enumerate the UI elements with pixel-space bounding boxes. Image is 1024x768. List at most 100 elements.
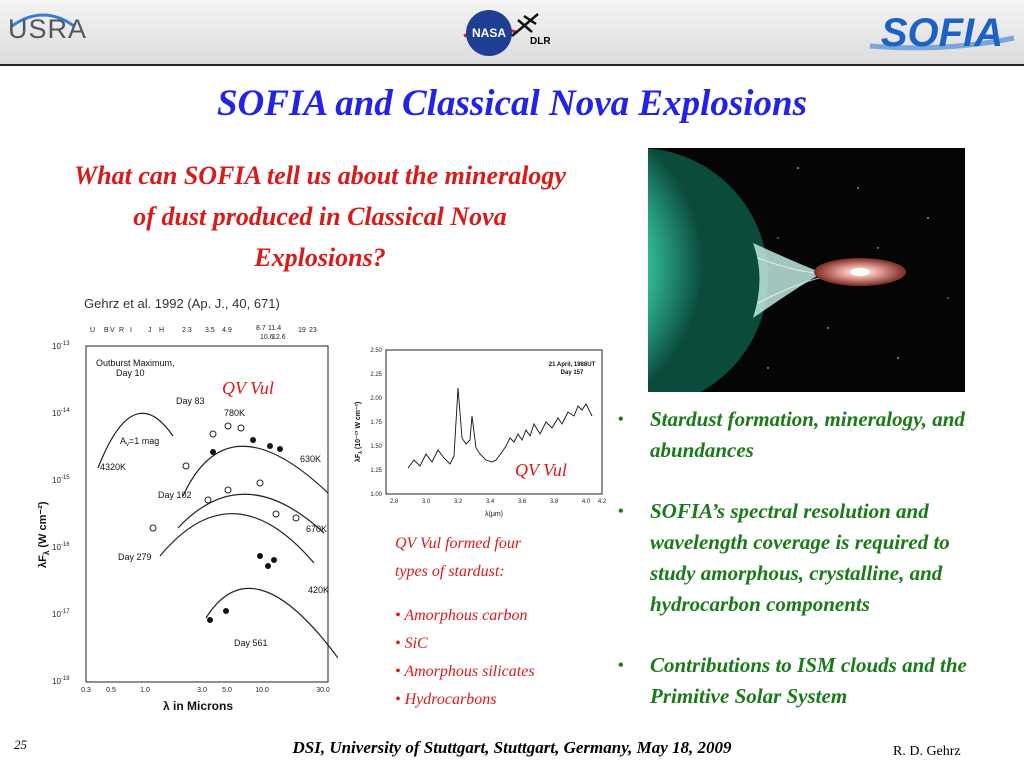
y-tick-label: 10-13 [52,341,70,351]
data-point [237,424,245,432]
y-tick-label: 2.50 [370,348,382,354]
footer-text: DSI, University of Stuttgart, Stuttgart,… [292,738,732,757]
data-point [204,496,212,504]
sed-curve-day102 [177,493,325,534]
bullet-item: • Stardust formation, mineralogy, and ab… [618,404,998,466]
x-tick-label: 4.0 [582,499,591,505]
stardust-intro-line2: types of stardust: [395,563,505,580]
question-text: What can SOFIA tell us about the mineral… [74,161,566,272]
x-tick-label: 4.2 [598,499,607,505]
y-tick-label: 10-18 [52,676,70,686]
bullet-text: Contributions to ISM clouds and the Prim… [650,653,967,708]
x-tick-label: 3.6 [518,499,527,505]
filter-label: 3.5 [205,327,215,334]
bullet-item: • SOFIA’s spectral resolution and wavele… [618,496,998,620]
data-point [210,449,216,455]
label-day102: Day 102 [158,490,192,500]
filter-label: R [119,327,124,334]
y-tick-label: 2.00 [370,396,382,402]
label-day83: Day 83 [176,396,205,406]
data-point [209,430,217,438]
bullet-dot-icon: • [618,503,624,520]
list-bullet: • [395,635,401,652]
filter-label: 23 [309,327,317,334]
stardust-type-item: • Hydrocarbons [395,691,497,708]
y-tick-label: 1.25 [370,468,382,474]
y-tick-label: 1.50 [370,444,382,450]
sed-curve-day561 [205,587,338,659]
data-point [257,553,263,559]
filter-label: 12.6 [272,334,286,341]
filter-label: 8.7 [256,325,266,332]
bullet-text: Stardust formation, mineralogy, and abun… [650,407,965,462]
y-axis-label: λFλ (10⁻¹³ W cm⁻²) [354,402,364,462]
filter-label: 4.9 [222,327,232,334]
y-tick-label: 2.25 [370,372,382,378]
data-point [250,437,256,443]
bullet-dot-icon: • [618,411,624,428]
usra-arc-icon [11,13,75,28]
x-tick-label: 3.0 [197,687,207,694]
stardust-type-item: • Amorphous carbon [395,607,528,624]
sed-curve-day83 [182,445,329,497]
spectrum-day: Day 157 [561,370,584,376]
spectrum-plot-frame [385,349,603,495]
y-tick-label: 1.75 [370,420,382,426]
label-outburst-day: Day 10 [116,368,145,378]
spectrum-date: 21 April, 1988UT [549,362,596,368]
data-point [223,608,229,614]
data-point [292,514,300,522]
data-point [256,479,264,487]
filter-label: 2.3 [182,327,192,334]
filter-label: J [148,327,152,334]
sofia-logo-text: SOFIA [881,11,1003,55]
stardust-type-item: • SiC [395,635,428,652]
y-tick-label: 10-15 [52,475,70,485]
y-tick-label: 10-14 [52,408,70,418]
label-outburst: Outburst Maximum, [96,358,175,368]
nova-binary-image [508,148,949,408]
x-axis-label: λ(μm) [485,511,503,518]
x-tick-label: 3.8 [550,499,559,505]
x-tick-label: 1.0 [140,687,150,694]
x-tick-label: 10.0 [255,687,269,694]
x-axis-label: λ in Microns [163,699,233,713]
dlr-logo-text: DLR [530,36,551,47]
dlr-logo-icon [511,13,539,37]
y-tick-label: 1.00 [370,492,382,498]
x-tick-label: 2.8 [390,499,399,505]
label-420k: 420K [308,585,329,595]
label-780k: 780K [224,408,245,418]
filter-label: 19 [298,327,306,334]
qv-vul-label-spectrum: QV Vul [515,460,567,480]
data-point [182,462,190,470]
data-point [267,443,273,449]
x-tick-label: 0.3 [81,687,91,694]
stardust-intro-line1: QV Vul formed four [395,535,522,552]
x-tick-label: 3.2 [454,499,463,505]
sed-plot-frame [85,345,329,683]
data-point [272,510,280,518]
author-text: R. D. Gehrz [893,744,961,759]
sed-curve-day10 [97,412,174,469]
label-day279: Day 279 [118,552,152,562]
header-bar: USRA NASA DLR SOFIA [0,0,1024,66]
data-point [207,617,213,623]
label-4320k: 4320K [100,462,126,472]
y-axis-label: λFλ (W cm⁻²) [38,501,51,568]
filter-label: U [90,327,95,334]
x-tick-label: 30.0 [316,687,330,694]
slide-number: 25 [14,737,27,752]
label-day561: Day 561 [234,638,268,648]
data-point [224,486,232,494]
data-point [149,524,157,532]
nova-illustration [508,148,965,408]
bullet-text: SOFIA’s spectral resolution and waveleng… [650,499,950,616]
filter-label: 11.4 [268,325,281,332]
figure-caption: Gehrz et al. 1992 (Ap. J., 40, 671) [84,296,280,311]
x-tick-label: 3.0 [422,499,431,505]
label-630k: 630K [300,454,321,464]
list-bullet: • [395,663,401,680]
y-tick-label: 10-17 [52,609,70,619]
sed-curve-day279 [159,513,315,564]
